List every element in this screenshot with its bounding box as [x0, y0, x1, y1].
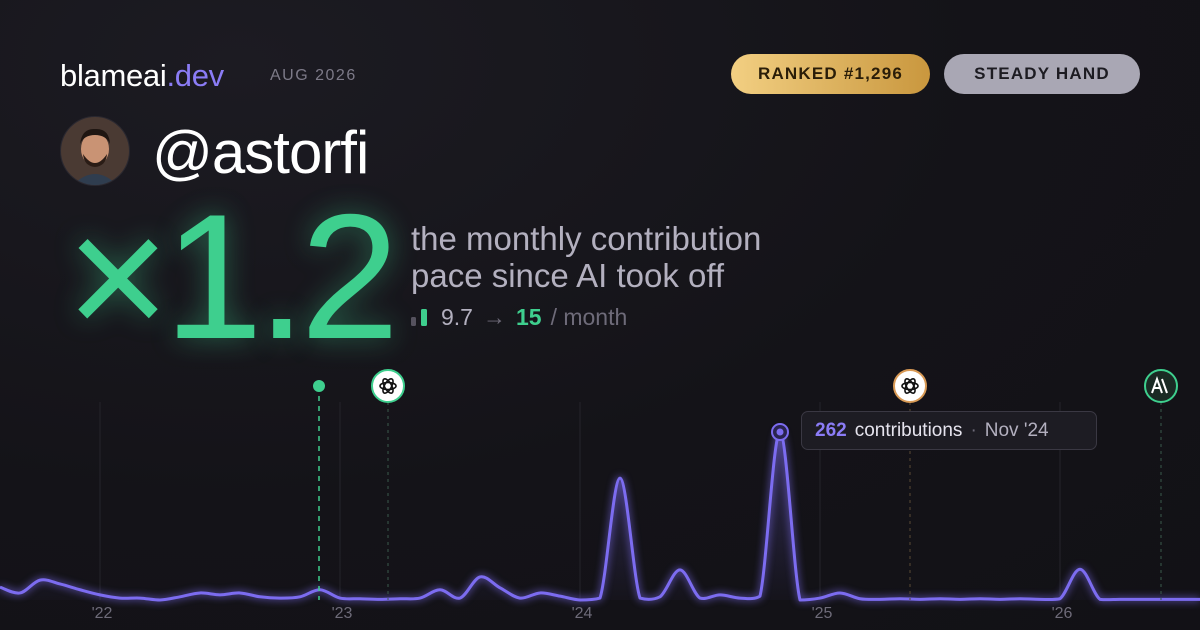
multiplier: ×1.2 [66, 177, 399, 376]
tooltip-separator: · [970, 419, 977, 441]
tooltip-label: contributions [854, 419, 963, 441]
description: the monthly contribution pace since AI t… [411, 220, 761, 294]
brand-name: blameai [60, 58, 167, 93]
x-tick-label: '24 [572, 605, 593, 622]
description-line: pace since AI took off [411, 257, 725, 294]
description-line: the monthly contribution [411, 220, 762, 257]
pace: 9.7 → 15 / month [411, 304, 627, 331]
pace-after: 15 [515, 304, 542, 330]
openai-logo [901, 378, 919, 394]
anthropic-icon [1144, 369, 1178, 403]
line [0, 430, 1200, 602]
tooltip-month: Nov '24 [984, 419, 1049, 441]
tooltip-value: 262 [815, 419, 847, 441]
handle: @astorfi [152, 119, 369, 186]
brand-suffix: .dev [166, 58, 224, 93]
x-tick-label: '25 [812, 605, 833, 622]
peak-dot [776, 428, 784, 436]
pace-arrow: → [482, 304, 506, 330]
brand: blameai.dev [60, 58, 224, 94]
pace-icon [411, 308, 427, 326]
x-tick-label: '22 [92, 605, 113, 622]
pace-before: 9.7 [441, 304, 473, 330]
avatar [60, 116, 130, 186]
title-badge: STEADY HAND [944, 54, 1140, 94]
rank-badge: RANKED #1,296 [731, 54, 930, 94]
openai-icon [893, 369, 927, 403]
pace-unit: / month [550, 304, 628, 330]
x-tick-label: '23 [332, 605, 353, 622]
ai-start-dot [313, 380, 325, 392]
area [0, 431, 1200, 600]
anthropic-logo [1151, 376, 1168, 394]
date: AUG 2026 [270, 67, 357, 84]
openai-icon [371, 369, 405, 403]
x-tick-label: '26 [1052, 605, 1073, 622]
openai-logo [379, 378, 397, 394]
ai-events [313, 369, 1178, 600]
tooltip: 262 contributions · Nov '24 [801, 411, 1097, 450]
